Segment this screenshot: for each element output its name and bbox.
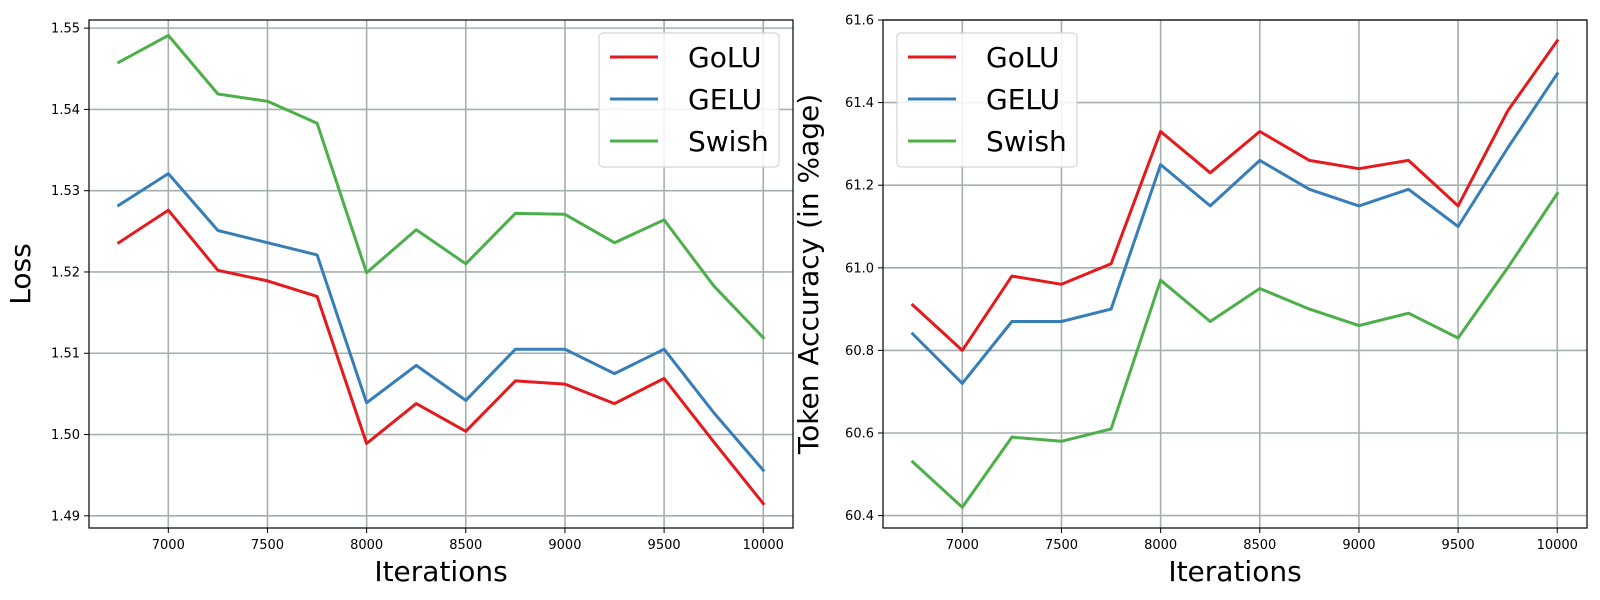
- accuracy-series-line-golu: [910, 38, 1560, 352]
- accuracy-y-tick-label: 60.6: [845, 427, 874, 442]
- loss-x-tick-label: 8500: [449, 538, 482, 553]
- loss-legend-label-gelu: GELU: [688, 83, 762, 116]
- accuracy-y-tick-label: 60.8: [845, 344, 874, 359]
- loss-x-tick-label: 8000: [350, 538, 383, 553]
- accuracy-legend: GoLU GELU Swish: [896, 32, 1078, 168]
- accuracy-x-tick-label: 10000: [1537, 538, 1578, 553]
- accuracy-y-tick-label: 61.6: [845, 14, 874, 29]
- loss-y-tick-label: 1.54: [51, 103, 80, 118]
- loss-x-axis-label: Iterations: [374, 555, 507, 588]
- loss-y-tick-label: 1.55: [51, 22, 80, 37]
- loss-x-tick-label: 10000: [743, 538, 784, 553]
- accuracy-y-axis-label: Token Accuracy (in %age): [792, 94, 825, 455]
- loss-chart-panel: 7000 7500 8000 8500 9000 9500 10000 1.49 1.50 1.5…: [4, 19, 794, 588]
- loss-legend-label-swish: Swish: [688, 125, 769, 158]
- accuracy-x-tick-label: 7000: [946, 538, 979, 553]
- accuracy-y-tick-label: 60.4: [845, 509, 874, 524]
- accuracy-chart-panel: 7000 7500 8000 8500 9000 9500 10000 60.4 60.6 60.…: [792, 14, 1588, 588]
- accuracy-y-tick-label: 61.0: [845, 261, 874, 276]
- accuracy-legend-label-gelu: GELU: [986, 83, 1060, 116]
- accuracy-x-tick-label: 9500: [1442, 538, 1475, 553]
- loss-y-axis-label: Loss: [4, 243, 37, 304]
- accuracy-x-axis-label: Iterations: [1168, 555, 1301, 588]
- loss-y-tick-label: 1.51: [51, 347, 80, 362]
- accuracy-y-tick-label: 61.4: [845, 96, 874, 111]
- accuracy-legend-box: [896, 32, 1078, 168]
- accuracy-legend-label-swish: Swish: [986, 125, 1067, 158]
- loss-y-tick-label: 1.53: [51, 184, 80, 199]
- loss-y-tick-label: 1.52: [51, 265, 80, 280]
- accuracy-x-tick-label: 8000: [1144, 538, 1177, 553]
- loss-y-tick-label: 1.50: [51, 428, 80, 443]
- loss-legend-label-golu: GoLU: [688, 41, 762, 74]
- accuracy-series-line-gelu: [910, 71, 1560, 385]
- accuracy-x-tick-label: 8500: [1243, 538, 1276, 553]
- loss-x-tick-label: 7500: [251, 538, 284, 553]
- loss-x-tick-label: 9000: [548, 538, 581, 553]
- loss-y-tick-label: 1.49: [51, 509, 80, 524]
- accuracy-legend-label-golu: GoLU: [986, 41, 1060, 74]
- loss-x-tick-label: 7000: [152, 538, 185, 553]
- loss-series-line-golu: [116, 208, 766, 506]
- accuracy-y-tick-label: 61.2: [845, 179, 874, 194]
- accuracy-axes-frame: [882, 19, 1588, 529]
- loss-series-line-swish: [116, 33, 766, 340]
- loss-legend: GoLU GELU Swish: [598, 32, 780, 168]
- loss-axes-frame: [88, 19, 794, 529]
- accuracy-x-tick-label: 7500: [1045, 538, 1078, 553]
- accuracy-series-line-swish: [910, 191, 1560, 509]
- loss-legend-box: [598, 32, 780, 168]
- accuracy-x-tick-label: 9000: [1342, 538, 1375, 553]
- loss-x-tick-label: 9500: [648, 538, 681, 553]
- loss-series-line-gelu: [116, 172, 766, 473]
